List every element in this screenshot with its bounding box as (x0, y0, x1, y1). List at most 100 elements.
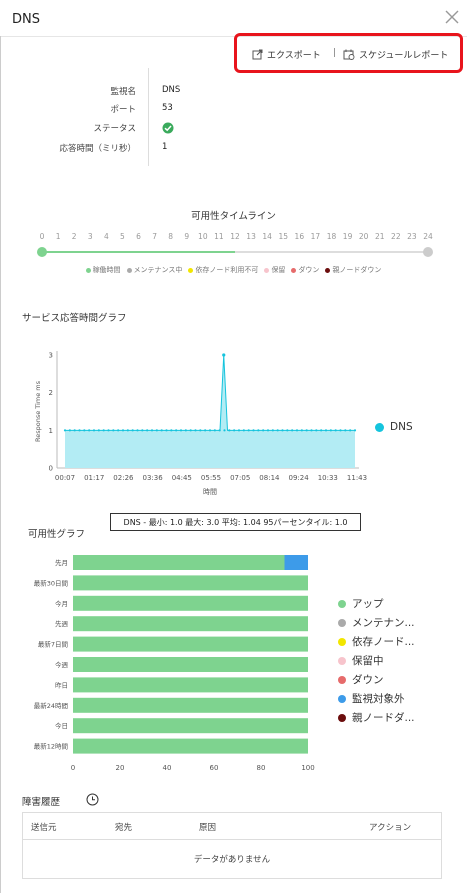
toolbar-separator: | (333, 48, 337, 58)
dns-data-point[interactable] (136, 429, 139, 432)
dns-data-point[interactable] (233, 429, 236, 432)
dns-data-point[interactable] (179, 429, 183, 432)
dns-data-point[interactable] (247, 429, 250, 432)
dns-data-point[interactable] (141, 429, 144, 432)
dns-data-point[interactable] (146, 429, 149, 432)
dns-data-point[interactable] (300, 429, 303, 432)
dns-data-point[interactable] (126, 429, 129, 432)
timeline-hours: 0 1 2 3 4 5 6 7 8 9 10 11 12 13 14 15 16 17 18 19 20 21 22 23 24 (36, 232, 434, 244)
x-tick-label: 03:36 (143, 474, 164, 482)
dns-data-point[interactable] (349, 429, 352, 432)
dns-data-point[interactable] (213, 429, 216, 432)
dns-data-point[interactable] (92, 429, 96, 432)
dns-data-point[interactable] (208, 429, 212, 432)
dns-data-point[interactable] (102, 429, 105, 432)
dns-data-point[interactable] (271, 429, 274, 432)
dns-data-point[interactable] (78, 429, 81, 432)
column-header-source[interactable]: 送信元 (31, 823, 57, 833)
clock-icon[interactable] (86, 793, 99, 806)
column-header-destination[interactable]: 宛先 (115, 823, 133, 833)
dns-data-point[interactable] (160, 429, 163, 432)
dns-peak-point[interactable] (222, 353, 226, 357)
availability-bar-segment[interactable] (73, 697, 308, 713)
dns-data-point[interactable] (237, 429, 241, 432)
dns-data-point[interactable] (339, 429, 342, 432)
dns-data-point[interactable] (189, 429, 192, 432)
category-label: 最新12時間 (34, 742, 68, 751)
dns-data-point[interactable] (68, 429, 71, 432)
dns-data-point[interactable] (194, 429, 197, 432)
dns-data-point[interactable] (155, 429, 158, 432)
x-tick-label: 11:43 (347, 474, 367, 482)
availability-bar-segment[interactable] (73, 616, 308, 632)
dns-data-point[interactable] (344, 429, 347, 432)
dns-data-point[interactable] (97, 429, 100, 432)
dns-data-point[interactable] (204, 429, 207, 432)
y-tick-label: 2 (49, 389, 53, 397)
dns-data-point[interactable] (228, 429, 231, 432)
dns-data-point[interactable] (324, 429, 328, 432)
dns-data-point[interactable] (121, 429, 125, 432)
availability-bar-segment[interactable] (73, 718, 308, 734)
dns-data-point[interactable] (88, 429, 91, 432)
availability-legend-item[interactable]: 保留中 (338, 653, 415, 668)
dns-data-point[interactable] (310, 429, 313, 432)
dns-data-point[interactable] (242, 429, 245, 432)
dns-data-point[interactable] (63, 429, 67, 432)
timeline-hour-label: 14 (262, 232, 272, 241)
dns-data-point[interactable] (184, 429, 187, 432)
availability-bar-segment[interactable] (73, 595, 308, 611)
availability-bar-segment[interactable] (73, 738, 308, 754)
dns-data-point[interactable] (320, 429, 323, 432)
dns-data-point[interactable] (223, 429, 226, 432)
availability-legend-item[interactable]: 依存ノード... (338, 634, 415, 649)
export-icon (252, 49, 263, 60)
dns-data-point[interactable] (353, 429, 357, 432)
dns-data-point[interactable] (257, 429, 260, 432)
dns-data-point[interactable] (199, 429, 202, 432)
dns-data-point[interactable] (305, 429, 308, 432)
dns-data-point[interactable] (276, 429, 279, 432)
dns-data-point[interactable] (262, 429, 265, 432)
dns-data-point[interactable] (83, 429, 86, 432)
schedule-report-button[interactable]: スケジュールレポート (343, 48, 448, 61)
column-header-cause[interactable]: 原因 (199, 823, 217, 833)
export-button[interactable]: エクスポート (252, 48, 321, 61)
x-tick-label: 05:55 (201, 474, 221, 482)
dns-data-point[interactable] (117, 429, 120, 432)
dns-data-point[interactable] (112, 429, 115, 432)
availability-legend-item[interactable]: アップ (338, 596, 415, 611)
dns-data-point[interactable] (131, 429, 134, 432)
close-icon[interactable] (443, 8, 461, 26)
availability-bar-segment[interactable] (73, 636, 308, 652)
column-header-action[interactable]: アクション (369, 823, 412, 833)
dns-data-point[interactable] (266, 429, 270, 432)
dns-data-point[interactable] (295, 429, 299, 432)
availability-bar-segment[interactable] (284, 555, 309, 570)
dns-data-point[interactable] (252, 429, 255, 432)
dns-data-point[interactable] (315, 429, 318, 432)
y-axis-label: Response Time ms (34, 380, 42, 442)
availability-legend-item[interactable]: ダウン (338, 672, 415, 687)
dns-data-point[interactable] (175, 429, 178, 432)
dns-data-point[interactable] (73, 429, 76, 432)
dns-data-point[interactable] (291, 429, 294, 432)
availability-legend-item[interactable]: メンテナン... (338, 615, 415, 630)
dns-data-point[interactable] (334, 429, 337, 432)
availability-bar-segment[interactable] (73, 575, 308, 591)
dns-data-point[interactable] (170, 429, 173, 432)
dns-data-point[interactable] (107, 429, 110, 432)
availability-bar-segment[interactable] (73, 657, 308, 672)
dns-data-point[interactable] (281, 429, 284, 432)
availability-legend-item[interactable]: 親ノードダ... (338, 710, 415, 725)
dns-data-point[interactable] (150, 429, 154, 432)
availability-bar-segment[interactable] (73, 677, 308, 693)
dns-data-point[interactable] (286, 429, 289, 432)
dns-data-point[interactable] (218, 429, 221, 432)
category-label: 昨日 (55, 680, 68, 689)
availability-legend-item[interactable]: 監視対象外 (338, 691, 415, 706)
availability-bar-segment[interactable] (73, 555, 285, 570)
dns-data-point[interactable] (165, 429, 168, 432)
dns-data-point[interactable] (329, 429, 332, 432)
availability-legend-swatch (338, 694, 346, 703)
